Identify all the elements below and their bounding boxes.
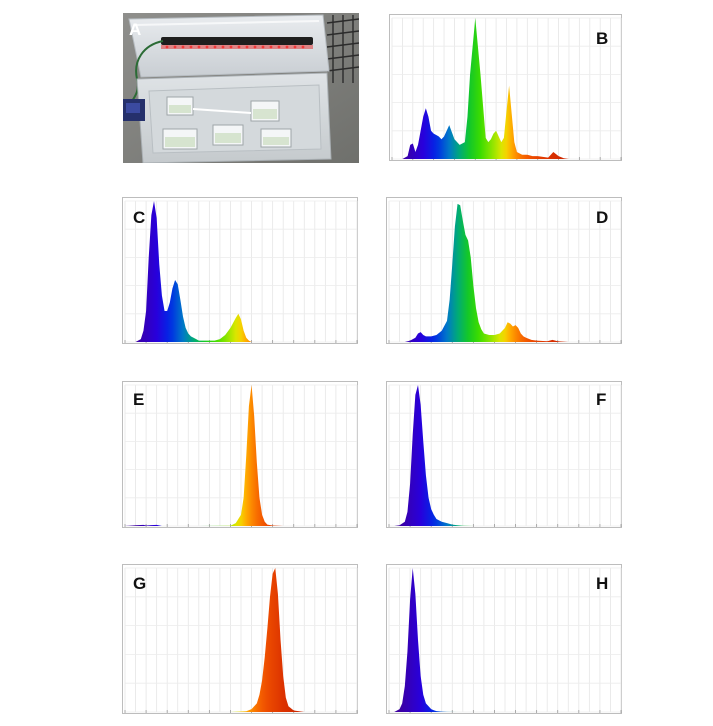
spectrum-area	[135, 201, 315, 342]
panel-letter: C	[133, 208, 146, 227]
panel-letter: D	[596, 208, 609, 227]
spectrum-f-svg	[388, 384, 622, 527]
panel-letter: F	[596, 390, 607, 409]
spectrum-area	[230, 568, 305, 712]
panel-letter: H	[596, 574, 609, 593]
panel-a-photo: A	[123, 13, 359, 163]
spectrum-c-svg	[124, 200, 358, 343]
spectrum-g-svg	[124, 567, 358, 713]
spectrum-area	[394, 385, 495, 526]
spectrum-e-svg	[124, 384, 358, 527]
spectrum-panel-c: C	[122, 197, 358, 344]
spectrum-area	[402, 18, 580, 159]
spectrum-d-svg	[388, 200, 622, 343]
gridlines	[124, 567, 358, 713]
gridlines	[391, 17, 622, 160]
spectrum-panel-h: H	[386, 564, 622, 714]
gridlines	[388, 567, 622, 713]
panel-letter: G	[133, 574, 147, 593]
spectrum-panel-e: E	[122, 381, 358, 528]
panel-letter: B	[596, 29, 609, 48]
gridlines	[388, 200, 622, 343]
spectrum-h-svg	[388, 567, 622, 713]
spectrum-panel-b: B	[389, 14, 622, 161]
panel-letter: E	[133, 390, 145, 409]
led-setup-photo	[123, 13, 359, 163]
spectrum-area	[394, 568, 458, 712]
spectrum-panel-d: D	[386, 197, 622, 344]
gridlines	[124, 384, 358, 527]
spectrum-b-svg	[391, 17, 622, 160]
panel-letter: A	[129, 20, 142, 39]
spectrum-panel-g: G	[122, 564, 358, 714]
spectrum-panel-f: F	[386, 381, 622, 528]
